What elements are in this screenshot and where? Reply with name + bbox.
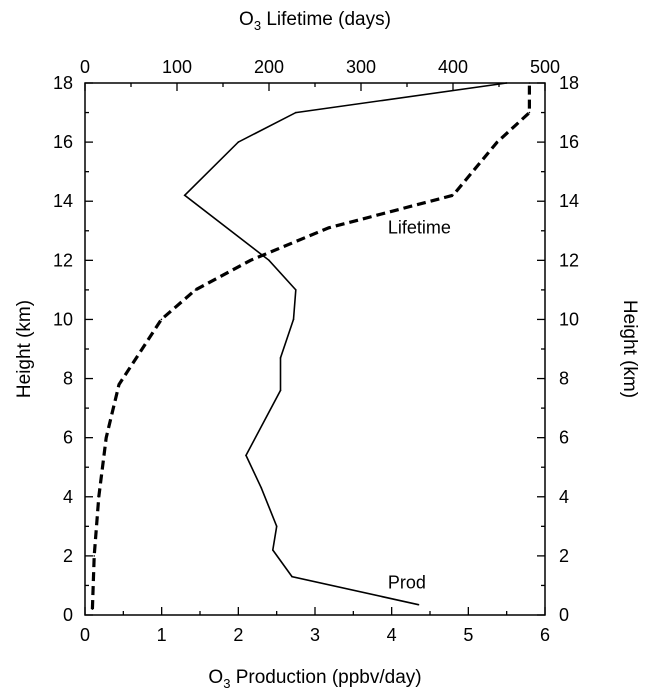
y-left-axis-title: Height (km)	[14, 300, 35, 398]
labels-layer: 0 1 2 3 4 5 60 100 200 300 400 50002468101214161802…	[53, 57, 579, 645]
x-bottom-tick-label: 3	[310, 625, 320, 645]
x-bottom-tick-label: 5	[463, 625, 473, 645]
x-top-tick-label: 500	[530, 57, 560, 77]
y-left-tick-label: 16	[53, 132, 73, 152]
lifetime-data-point	[93, 555, 95, 557]
production-data-point	[272, 549, 274, 551]
production-series-line	[183, 82, 507, 606]
y-left-tick-label: 10	[53, 309, 73, 329]
production-data-point	[268, 259, 270, 262]
y-left-tick-label: 4	[63, 487, 73, 507]
series-layer	[90, 82, 532, 610]
x-bottom-axis-title: O3 Production (ppbv/day)	[208, 667, 421, 690]
x-top-tick-label: 200	[254, 57, 284, 77]
x-top-tick-label: 300	[346, 57, 376, 77]
y-right-axis-title: Height (km)	[619, 300, 640, 398]
x-bottom-tick-label: 2	[233, 625, 243, 645]
production-data-point	[295, 289, 297, 291]
y-right-tick-label: 18	[559, 73, 579, 93]
production-data-point	[237, 141, 240, 143]
y-right-tick-label: 16	[559, 132, 579, 152]
y-left-tick-label: 6	[63, 428, 73, 448]
plot-frame	[84, 82, 546, 616]
lifetime-data-point	[91, 608, 94, 610]
lifetime-data-point	[249, 259, 252, 262]
y-left-tick-label: 14	[53, 191, 73, 211]
y-right-tick-label: 6	[559, 428, 569, 448]
y-left-tick-label: 18	[53, 73, 73, 93]
lifetime-data-point	[194, 289, 197, 291]
y-left-tick-label: 2	[63, 546, 73, 566]
y-right-tick-label: 10	[559, 309, 579, 329]
lifetime-series-line	[90, 83, 532, 610]
y-right-tick-label: 2	[559, 546, 569, 566]
y-right-tick-label: 4	[559, 487, 569, 507]
production-data-point	[183, 194, 186, 197]
lifetime-data-point	[160, 318, 163, 321]
production-data-point	[292, 318, 295, 321]
x-bottom-tick-label: 4	[387, 625, 397, 645]
y-left-tick-label: 8	[63, 369, 73, 389]
x-bottom-tick-label: 1	[157, 625, 167, 645]
production-data-point	[275, 525, 278, 528]
production-annotation-label: Prod	[388, 572, 426, 592]
y-left-tick-label: 12	[53, 250, 73, 270]
lifetime-data-point	[98, 496, 100, 498]
production-data-point	[295, 111, 297, 114]
production-data-point	[505, 82, 508, 84]
lifetime-data-point	[105, 436, 107, 439]
production-data-point	[260, 487, 263, 489]
x-top-tick-label: 0	[80, 57, 90, 77]
lifetime-annotation-label: Lifetime	[388, 218, 451, 238]
y-left-tick-label: 0	[63, 605, 73, 625]
lifetime-data-point	[452, 194, 454, 197]
lifetime-data-point	[528, 111, 531, 114]
production-data-point	[417, 603, 420, 606]
production-data-point	[245, 454, 247, 457]
production-data-point	[291, 575, 293, 578]
lifetime-data-point	[528, 82, 531, 84]
lifetime-data-point	[328, 227, 330, 229]
production-data-point	[279, 389, 282, 392]
x-bottom-tick-label: 6	[540, 625, 550, 645]
x-top-axis-title: O3 Lifetime (days)	[239, 9, 391, 33]
y-right-tick-label: 12	[559, 250, 579, 270]
x-top-tick-label: 400	[438, 57, 468, 77]
lifetime-data-point	[496, 141, 499, 143]
x-top-tick-label: 100	[162, 57, 192, 77]
production-data-point	[279, 357, 282, 359]
lifetime-data-point	[118, 383, 120, 386]
y-right-tick-label: 14	[559, 191, 579, 211]
y-right-tick-label: 8	[559, 369, 569, 389]
y-right-tick-label: 0	[559, 605, 569, 625]
x-bottom-tick-label: 0	[80, 625, 90, 645]
ticks-layer	[84, 82, 546, 616]
